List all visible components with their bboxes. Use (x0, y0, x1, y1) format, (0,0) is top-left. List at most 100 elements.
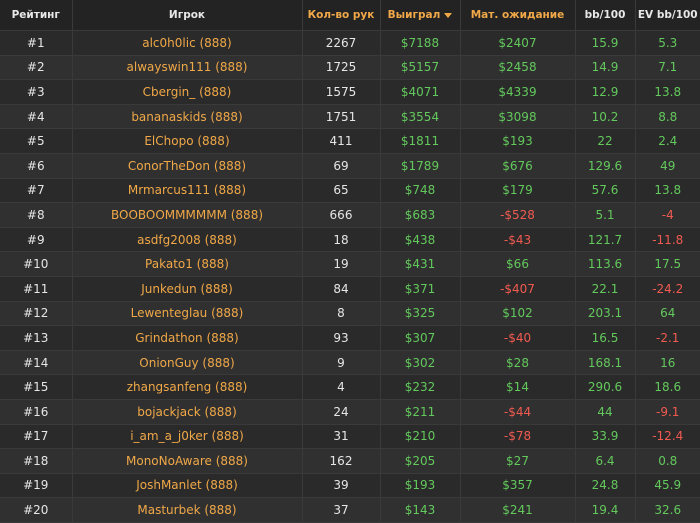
cell-evbb100: 18.6 (634, 374, 700, 400)
cell-hands: 1725 (301, 55, 380, 81)
cell-bb100: 121.7 (574, 227, 635, 253)
cell-hands: 24 (301, 399, 380, 425)
cell-rank: #16 (0, 399, 72, 425)
cell-hands: 65 (301, 178, 380, 204)
cell-player-link[interactable]: alc0h0lic (888) (71, 30, 302, 56)
cell-won: $431 (379, 251, 460, 277)
table-row[interactable]: #1 alc0h0lic (888) 2267 $7188 $2407 15.9 5.3 (0, 30, 700, 56)
cell-ev: $28 (459, 350, 575, 376)
cell-player-link[interactable]: Cbergin_ (888) (71, 79, 302, 105)
header-hands[interactable]: Кол-во рук (301, 0, 380, 31)
cell-bb100: 57.6 (574, 178, 635, 204)
cell-hands: 8 (301, 301, 380, 327)
cell-bb100: 203.1 (574, 301, 635, 327)
cell-ev: $66 (459, 251, 575, 277)
cell-ev: $241 (459, 497, 575, 523)
table-row[interactable]: #9 asdfg2008 (888) 18 $438 -$43 121.7 -11.8 (0, 227, 700, 253)
cell-player-link[interactable]: zhangsanfeng (888) (71, 374, 302, 400)
cell-rank: #18 (0, 448, 72, 474)
cell-hands: 84 (301, 276, 380, 302)
table-row[interactable]: #6 ConorTheDon (888) 69 $1789 $676 129.6 49 (0, 153, 700, 179)
cell-player-link[interactable]: OnionGuy (888) (71, 350, 302, 376)
cell-evbb100: -9.1 (634, 399, 700, 425)
header-ev[interactable]: Мат. ожидание (459, 0, 575, 31)
cell-player-link[interactable]: Mrmarcus111 (888) (71, 178, 302, 204)
cell-won: $302 (379, 350, 460, 376)
cell-player-link[interactable]: BOOBOOMMMMMM (888) (71, 202, 302, 228)
cell-player-link[interactable]: asdfg2008 (888) (71, 227, 302, 253)
header-bb100[interactable]: bb/100 (574, 0, 635, 31)
cell-hands: 19 (301, 251, 380, 277)
cell-player-link[interactable]: JoshManlet (888) (71, 473, 302, 499)
header-player[interactable]: Игрок (71, 0, 302, 31)
table-row[interactable]: #20 Masturbek (888) 37 $143 $241 19.4 32.6 (0, 497, 700, 523)
table-row[interactable]: #19 JoshManlet (888) 39 $193 $357 24.8 45.9 (0, 473, 700, 499)
table-row[interactable]: #15 zhangsanfeng (888) 4 $232 $14 290.6 18.6 (0, 374, 700, 400)
header-evbb100[interactable]: EV bb/100 (634, 0, 700, 31)
cell-player-link[interactable]: alwayswin111 (888) (71, 55, 302, 81)
cell-rank: #5 (0, 128, 72, 154)
cell-bb100: 33.9 (574, 424, 635, 450)
cell-won: $205 (379, 448, 460, 474)
cell-player-link[interactable]: bojackjack (888) (71, 399, 302, 425)
cell-evbb100: -2.1 (634, 325, 700, 351)
cell-hands: 2267 (301, 30, 380, 56)
cell-won: $683 (379, 202, 460, 228)
cell-player-link[interactable]: bananaskids (888) (71, 104, 302, 130)
cell-evbb100: 5.3 (634, 30, 700, 56)
cell-won: $193 (379, 473, 460, 499)
cell-ev: $4339 (459, 79, 575, 105)
cell-bb100: 16.5 (574, 325, 635, 351)
table-row[interactable]: #4 bananaskids (888) 1751 $3554 $3098 10.2 8.8 (0, 104, 700, 130)
cell-hands: 1575 (301, 79, 380, 105)
cell-won: $5157 (379, 55, 460, 81)
cell-player-link[interactable]: Masturbek (888) (71, 497, 302, 523)
table-row[interactable]: #3 Cbergin_ (888) 1575 $4071 $4339 12.9 13.8 (0, 79, 700, 105)
table-row[interactable]: #16 bojackjack (888) 24 $211 -$44 44 -9.1 (0, 399, 700, 425)
cell-rank: #12 (0, 301, 72, 327)
table-row[interactable]: #13 Grindathon (888) 93 $307 -$40 16.5 -2.1 (0, 325, 700, 351)
cell-won: $325 (379, 301, 460, 327)
cell-ev: $14 (459, 374, 575, 400)
cell-won: $371 (379, 276, 460, 302)
cell-hands: 39 (301, 473, 380, 499)
cell-player-link[interactable]: i_am_a_j0ker (888) (71, 424, 302, 450)
cell-hands: 9 (301, 350, 380, 376)
cell-evbb100: 17.5 (634, 251, 700, 277)
cell-player-link[interactable]: ElChopo (888) (71, 128, 302, 154)
cell-won: $232 (379, 374, 460, 400)
table-row[interactable]: #17 i_am_a_j0ker (888) 31 $210 -$78 33.9 -12.4 (0, 424, 700, 450)
cell-rank: #7 (0, 178, 72, 204)
table-row[interactable]: #7 Mrmarcus111 (888) 65 $748 $179 57.6 13.8 (0, 178, 700, 204)
cell-player-link[interactable]: Pakato1 (888) (71, 251, 302, 277)
header-rank[interactable]: Рейтинг (0, 0, 72, 31)
header-won-label: Выиграл (387, 9, 441, 21)
cell-hands: 69 (301, 153, 380, 179)
cell-ev: $357 (459, 473, 575, 499)
table-row[interactable]: #2 alwayswin111 (888) 1725 $5157 $2458 14.9 7.… (0, 55, 700, 81)
cell-evbb100: -24.2 (634, 276, 700, 302)
cell-rank: #11 (0, 276, 72, 302)
cell-player-link[interactable]: MonoNoAware (888) (71, 448, 302, 474)
cell-ev: -$528 (459, 202, 575, 228)
table-row[interactable]: #12 Lewenteglau (888) 8 $325 $102 203.1 64 (0, 301, 700, 327)
cell-player-link[interactable]: ConorTheDon (888) (71, 153, 302, 179)
table-row[interactable]: #18 MonoNoAware (888) 162 $205 $27 6.4 0.8 (0, 448, 700, 474)
cell-evbb100: 45.9 (634, 473, 700, 499)
cell-evbb100: 32.6 (634, 497, 700, 523)
table-row[interactable]: #5 ElChopo (888) 411 $1811 $193 22 2.4 (0, 128, 700, 154)
cell-player-link[interactable]: Lewenteglau (888) (71, 301, 302, 327)
table-row[interactable]: #8 BOOBOOMMMMMM (888) 666 $683 -$528 5.1 -4 (0, 202, 700, 228)
table-row[interactable]: #10 Pakato1 (888) 19 $431 $66 113.6 17.5 (0, 251, 700, 277)
cell-bb100: 113.6 (574, 251, 635, 277)
cell-player-link[interactable]: Grindathon (888) (71, 325, 302, 351)
cell-ev: $676 (459, 153, 575, 179)
header-won[interactable]: Выиграл (379, 0, 460, 31)
cell-bb100: 24.8 (574, 473, 635, 499)
cell-evbb100: -12.4 (634, 424, 700, 450)
table-row[interactable]: #14 OnionGuy (888) 9 $302 $28 168.1 16 (0, 350, 700, 376)
cell-bb100: 15.9 (574, 30, 635, 56)
cell-player-link[interactable]: Junkedun (888) (71, 276, 302, 302)
cell-won: $438 (379, 227, 460, 253)
table-row[interactable]: #11 Junkedun (888) 84 $371 -$407 22.1 -24.2 (0, 276, 700, 302)
